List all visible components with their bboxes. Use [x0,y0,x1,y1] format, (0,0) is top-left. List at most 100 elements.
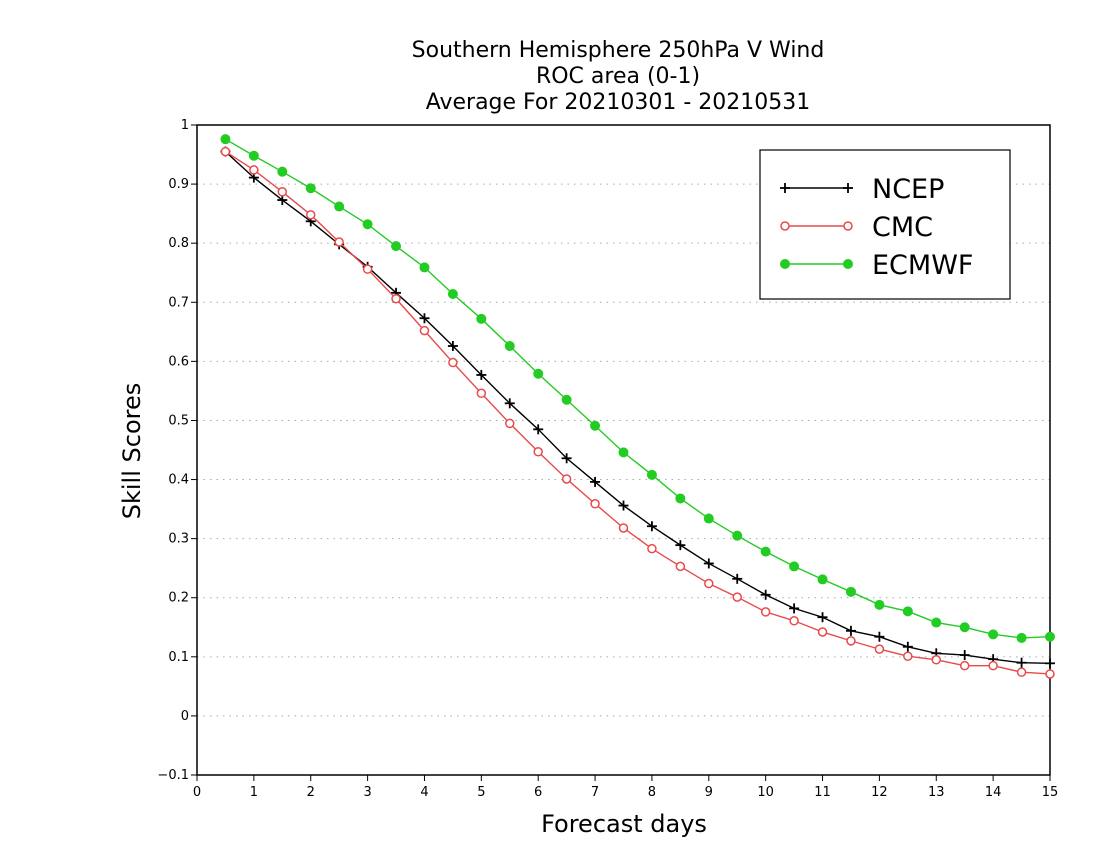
y-tick-label: 0.4 [168,473,189,488]
y-tick-label: 1 [181,118,189,133]
y-tick-label: 0.8 [168,236,189,251]
data-point-cmc [874,644,885,654]
data-point-ncep [1016,657,1027,668]
data-point-ecmwf [931,617,942,628]
x-tick-label: 15 [1042,785,1059,800]
data-point-ncep [817,612,828,623]
data-point-ecmwf [305,183,316,194]
legend-marker [780,259,790,269]
data-point-ecmwf [391,241,402,252]
data-point-ecmwf [646,469,657,480]
data-point-ncep [959,650,970,661]
data-point-ecmwf [732,530,743,541]
data-point-cmc [846,636,856,646]
data-point-ecmwf [988,629,999,640]
data-point-ncep [703,558,714,569]
series-line-ncep [224,151,1051,665]
data-point-cmc [903,651,913,661]
y-axis-label: Skill Scores [118,383,146,520]
data-point-ecmwf [675,493,686,504]
data-point-ncep [504,398,515,409]
legend-label: CMC [872,212,933,243]
y-tick-label: 0 [181,709,189,724]
data-point-ncep [675,540,686,551]
x-tick-label: 3 [363,785,371,800]
data-point-cmc [505,418,515,429]
series-cmc [220,146,1055,679]
data-point-cmc [988,660,998,671]
data-point-ecmwf [618,447,629,458]
data-point-ecmwf [533,368,544,379]
data-point-ecmwf [789,561,800,572]
legend-marker [843,259,853,269]
x-tick-label: 8 [648,785,656,800]
title-line-2: ROC area (0-1) [536,64,700,89]
x-tick-label: 6 [534,785,542,800]
plot-area-frame [196,124,1051,776]
legend-marker [780,183,790,193]
y-tick-label: −0.1 [157,768,189,783]
data-point-ncep [845,625,856,636]
x-tick-label: 14 [985,785,1002,800]
y-tick-label: 0.9 [168,177,189,192]
data-point-cmc [249,165,259,175]
data-point-ncep [646,521,657,532]
legend-marker [843,221,853,231]
legend: NCEP CMC ECMWF [759,149,1011,300]
data-point-ecmwf [220,134,231,145]
data-point-ecmwf [447,289,458,299]
data-point-cmc [391,293,401,304]
data-point-ecmwf [959,622,970,633]
y-tick-label: 0.6 [168,354,189,369]
data-point-ncep [1045,658,1055,669]
y-tick-label: 0.3 [168,532,189,547]
data-point-ecmwf [1045,631,1055,642]
data-point-ncep [533,424,544,435]
y-tick-label: 0.1 [168,650,189,665]
data-point-cmc [533,447,543,457]
data-point-ecmwf [476,313,487,324]
data-point-ncep [590,476,601,487]
x-tick-label: 13 [928,785,945,800]
legend-marker [780,221,790,231]
data-point-cmc [959,660,970,671]
data-point-cmc [675,561,686,572]
x-tick-label: 9 [705,785,713,800]
data-point-ncep [789,603,800,614]
legend-item-ncep: NCEP [780,174,944,205]
legend-item-ecmwf: ECMWF [780,250,973,281]
data-point-ecmwf [1016,632,1027,643]
data-point-cmc [817,627,828,637]
data-series [220,134,1055,679]
x-tick-label: 0 [193,785,201,800]
data-point-ecmwf [760,546,771,557]
data-point-ecmwf [817,574,828,585]
data-point-ncep [476,369,487,380]
data-point-ecmwf [277,166,288,177]
data-point-ecmwf [845,586,856,597]
y-tick-label: 0.2 [168,591,189,606]
title-line-3: Average For 20210301 - 20210531 [426,90,811,115]
data-point-ncep [874,631,885,642]
data-point-cmc [305,210,316,220]
y-tick-label: 0.5 [168,413,189,428]
series-line-ecmwf [225,138,1051,639]
x-tick-label: 1 [250,785,258,800]
data-point-ncep [419,313,430,324]
legend-box [759,149,1011,300]
data-point-ncep [561,453,572,464]
data-point-ncep [732,573,743,584]
data-point-cmc [334,237,344,247]
data-point-ecmwf [504,341,515,351]
x-axis-label: Forecast days [541,810,707,838]
data-point-ecmwf [248,150,259,161]
data-point-ncep [618,500,629,511]
x-tick-label: 7 [591,785,599,800]
data-point-ncep [447,341,458,351]
data-point-cmc [476,388,487,399]
legend-label: ECMWF [872,250,973,281]
data-point-ecmwf [874,599,885,610]
data-point-cmc [931,655,942,665]
data-point-cmc [1016,667,1027,677]
